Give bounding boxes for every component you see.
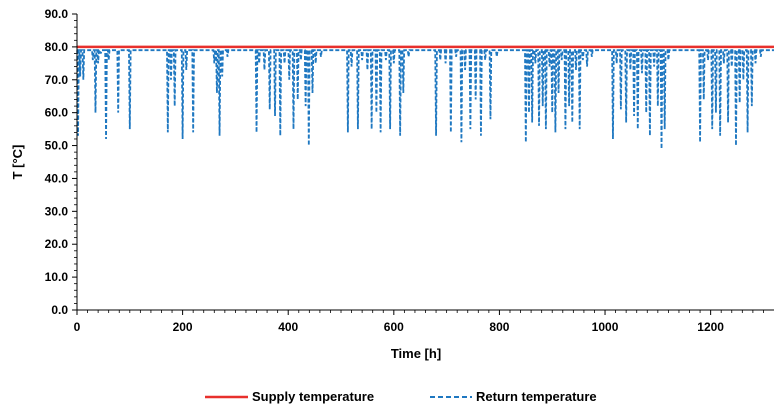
- x-axis-ticks: 0 200 400 600 800 1000 1200: [74, 310, 764, 334]
- x-tick-label: 1000: [592, 320, 619, 334]
- plot-area: [76, 45, 774, 149]
- x-tick-label: 1200: [697, 320, 724, 334]
- x-tick-label: 600: [384, 320, 404, 334]
- legend: Supply temperature Return temperature: [205, 389, 597, 404]
- y-tick-label: 0.0: [51, 303, 68, 317]
- y-tick-label: 20.0: [45, 237, 69, 251]
- y-tick-label: 80.0: [45, 40, 69, 54]
- y-tick-label: 50.0: [45, 139, 69, 153]
- y-tick-label: 90.0: [45, 7, 69, 21]
- x-tick-label: 400: [278, 320, 298, 334]
- y-axis-ticks: 0.0 10.0 20.0 30.0 40.0 50.0 60.0 70.0 80.0 90.0: [45, 7, 77, 317]
- series-line-return-temperature: [76, 49, 774, 149]
- legend-label-supply: Supply temperature: [252, 389, 374, 404]
- x-axis-title: Time [h]: [391, 346, 441, 361]
- y-tick-label: 40.0: [45, 171, 69, 185]
- y-axis-title: T [°C]: [10, 145, 25, 180]
- y-tick-label: 70.0: [45, 73, 69, 87]
- y-tick-label: 10.0: [45, 270, 69, 284]
- x-tick-label: 800: [489, 320, 509, 334]
- legend-label-return: Return temperature: [476, 389, 597, 404]
- y-tick-label: 60.0: [45, 106, 69, 120]
- y-tick-label: 30.0: [45, 204, 69, 218]
- x-tick-label: 200: [173, 320, 193, 334]
- x-tick-label: 0: [74, 320, 81, 334]
